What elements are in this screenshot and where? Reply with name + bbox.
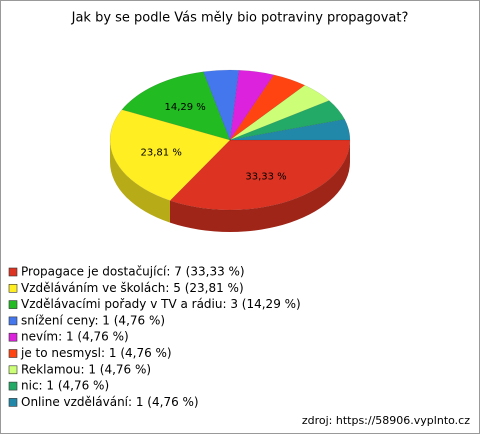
- legend-label: snížení ceny: 1 (4,76 %): [21, 313, 165, 327]
- slice: [229, 69, 275, 141]
- slice: [229, 119, 351, 141]
- legend-swatch: [8, 365, 18, 375]
- legend-swatch: [8, 381, 18, 391]
- legend-label: Propagace je dostačující: 7 (33,33 %): [21, 265, 245, 279]
- slice: [229, 74, 306, 141]
- slice: [169, 139, 351, 211]
- legend-label: Vzdělávacími pořady v TV a rádiu: 3 (14,…: [21, 297, 301, 311]
- legend-swatch: [8, 349, 18, 358]
- legend-label: Vzděláváním ve školách: 5 (23,81 %): [21, 281, 244, 295]
- slice: [229, 84, 330, 141]
- slice: [229, 100, 346, 141]
- slice: [203, 69, 240, 141]
- legend-label: nevím: 1 (4,76 %): [21, 330, 129, 344]
- legend-label: Online vzdělávání: 1 (4,76 %): [21, 395, 199, 409]
- slice-side: [110, 140, 170, 223]
- legend-label: nic: 1 (4,76 %): [21, 379, 109, 393]
- legend-swatch: [8, 332, 18, 342]
- legend-swatch: [8, 398, 18, 407]
- source: zdroj: https://58906.vyplnto.cz: [302, 414, 470, 427]
- legend-label: Reklamou: 1 (4,76 %): [21, 362, 151, 376]
- legend-label: je to nesmysl: 1 (4,76 %): [20, 346, 172, 360]
- chart-title: Jak by se podle Vás měly bio potraviny p…: [71, 11, 409, 26]
- slice: [109, 109, 231, 201]
- legend-swatch: [8, 316, 18, 326]
- legend-swatch: [8, 267, 18, 277]
- legend-swatch: [8, 300, 18, 309]
- slice: [121, 71, 231, 141]
- value-label: 14,29 %: [164, 102, 205, 113]
- legend-swatch: [8, 283, 18, 293]
- slice-side: [170, 140, 350, 232]
- value-label: 33,33 %: [245, 171, 286, 182]
- value-label: 23,81 %: [141, 147, 182, 158]
